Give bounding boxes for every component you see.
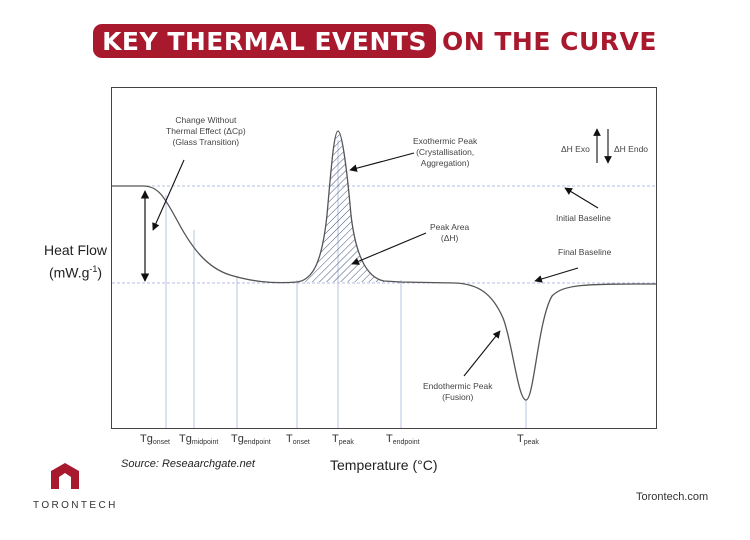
brand-name: TORONTECH bbox=[33, 500, 118, 511]
y-axis-label: Heat Flow (mW.g-1) bbox=[44, 242, 108, 281]
tick-t-peak-exo: Tpeak bbox=[332, 433, 354, 446]
glass-transition-label: Change Without Thermal Effect (ΔCp) (Gla… bbox=[166, 115, 246, 147]
dsc-curve bbox=[112, 130, 657, 401]
initial-baseline-label: Initial Baseline bbox=[556, 213, 611, 223]
plot-frame bbox=[111, 87, 657, 429]
torontech-logo-icon bbox=[51, 463, 79, 489]
title-highlight: KEY THERMAL EVENTS bbox=[93, 24, 436, 58]
peak-area-hatch bbox=[297, 131, 401, 282]
exo-peak-label: Exothermic Peak (Crystallisation, Aggreg… bbox=[413, 136, 478, 168]
tick-t-endpoint: Tendpoint bbox=[386, 433, 420, 446]
glass-transition-pointer bbox=[152, 159, 185, 231]
endo-peak-label: Endothermic Peak (Fusion) bbox=[423, 381, 493, 402]
dh-endo-label: ΔH Endo bbox=[614, 144, 649, 154]
tick-tg-endpoint: Tgendpoint bbox=[231, 433, 271, 446]
tick-t-onset: Tonset bbox=[286, 433, 310, 446]
tick-tg-onset: Tgonset bbox=[140, 433, 170, 446]
x-axis-label: Temperature (°C) bbox=[330, 457, 438, 473]
tick-t-peak-endo: Tpeak bbox=[517, 433, 539, 446]
peak-area-pointer bbox=[351, 232, 427, 265]
final-baseline-label: Final Baseline bbox=[558, 247, 612, 257]
site-url: Torontech.com bbox=[636, 491, 709, 503]
endo-peak-pointer bbox=[463, 330, 501, 377]
exo-peak-pointer bbox=[349, 152, 415, 172]
tick-tg-midpoint: Tgmidpoint bbox=[179, 433, 219, 446]
initial-baseline-pointer bbox=[564, 187, 599, 209]
title-rest: ON THE CURVE bbox=[441, 27, 657, 56]
source-note: Source: Reseaarchgate.net bbox=[121, 458, 255, 470]
peak-area-label: Peak Area (ΔH) bbox=[430, 222, 470, 243]
dh-exo-label: ΔH Exo bbox=[561, 144, 590, 154]
page-title: KEY THERMAL EVENTS ON THE CURVE bbox=[0, 24, 750, 58]
final-baseline-pointer bbox=[534, 267, 579, 283]
